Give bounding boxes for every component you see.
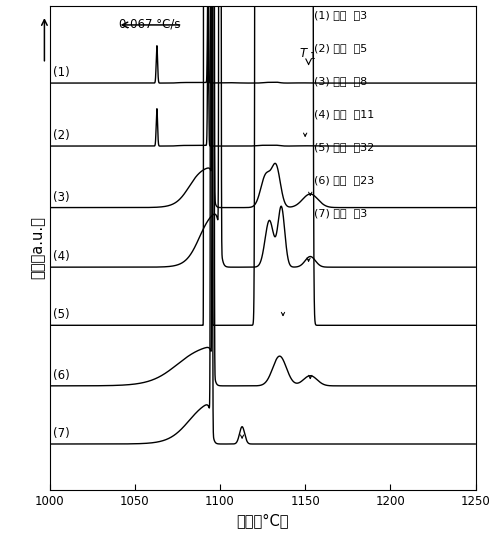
- Text: (5): (5): [53, 309, 69, 321]
- Text: (4) 对比  例11: (4) 对比 例11: [313, 109, 374, 119]
- Text: (4): (4): [53, 250, 69, 263]
- Text: (3) 对比  例8: (3) 对比 例8: [313, 76, 367, 87]
- Text: 1: 1: [310, 52, 316, 61]
- Text: (6) 实施  例23: (6) 实施 例23: [313, 175, 374, 185]
- Y-axis label: 放热（a.u.）: 放热（a.u.）: [30, 216, 45, 279]
- Text: (7): (7): [53, 427, 69, 440]
- Text: (7) 实施  例3: (7) 实施 例3: [313, 208, 367, 218]
- Text: (1): (1): [53, 66, 69, 79]
- Text: (6): (6): [53, 369, 69, 382]
- Text: (2): (2): [53, 129, 69, 142]
- Text: (3): (3): [53, 191, 69, 203]
- Text: T: T: [300, 47, 307, 60]
- Text: (1) 对比  例3: (1) 对比 例3: [313, 10, 367, 20]
- Text: (2) 对比  例5: (2) 对比 例5: [313, 43, 367, 53]
- X-axis label: 温度（°C）: 温度（°C）: [236, 514, 289, 529]
- Text: 0.067 °C/s: 0.067 °C/s: [120, 18, 181, 30]
- Text: (5) 实施  例32: (5) 实施 例32: [313, 142, 374, 152]
